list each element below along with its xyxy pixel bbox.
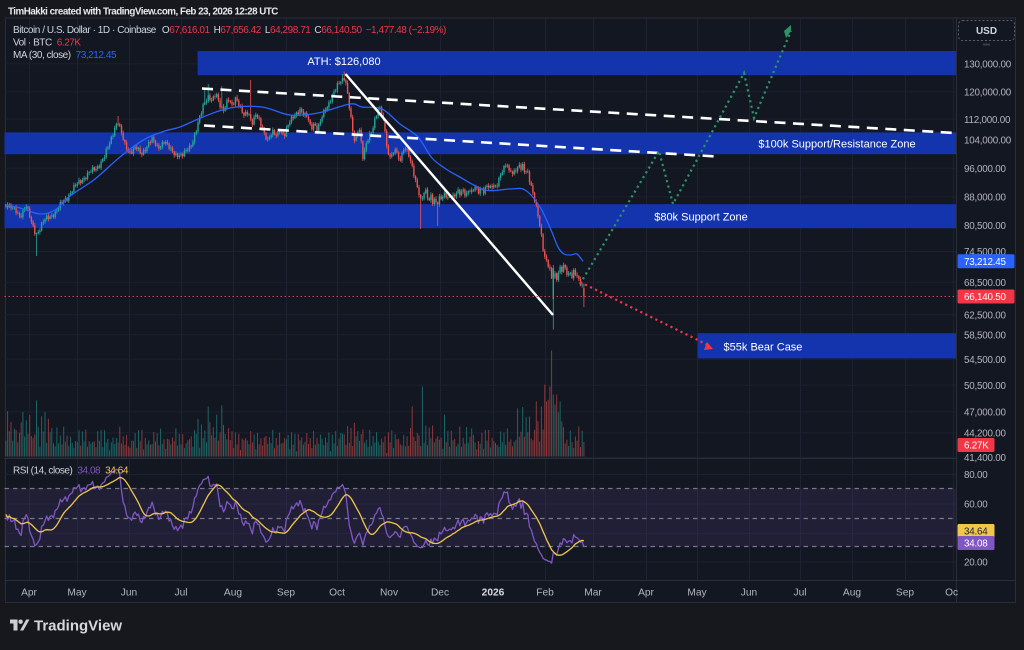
- svg-text:34.08: 34.08: [964, 539, 988, 550]
- svg-text:96,000.00: 96,000.00: [964, 164, 1007, 175]
- svg-text:TradingView: TradingView: [34, 618, 122, 635]
- svg-text:Bitcoin / U.S. Dollar · 1D · C: Bitcoin / U.S. Dollar · 1D · Coinbase O67…: [13, 25, 446, 36]
- svg-text:Nov: Nov: [380, 588, 399, 599]
- svg-text:USD: USD: [976, 26, 997, 37]
- svg-text:74,500.00: 74,500.00: [964, 247, 1007, 258]
- svg-text:68,500.00: 68,500.00: [964, 278, 1007, 289]
- svg-text:2026: 2026: [482, 588, 505, 599]
- svg-text:Jul: Jul: [174, 588, 187, 599]
- svg-text:47,000.00: 47,000.00: [964, 408, 1007, 419]
- svg-text:Oct: Oct: [945, 588, 961, 599]
- svg-text:$100k Support/Resistance Zone: $100k Support/Resistance Zone: [758, 139, 915, 151]
- svg-text:112,000.00: 112,000.00: [964, 115, 1011, 126]
- svg-text:Mar: Mar: [584, 588, 602, 599]
- svg-text:Aug: Aug: [843, 588, 861, 599]
- svg-text:34.64: 34.64: [964, 527, 988, 538]
- svg-text:May: May: [67, 588, 87, 599]
- svg-text:50,500.00: 50,500.00: [964, 381, 1007, 392]
- svg-text:66,140.50: 66,140.50: [964, 292, 1007, 303]
- svg-text:104,000.00: 104,000.00: [964, 136, 1012, 147]
- svg-text:Jun: Jun: [741, 588, 757, 599]
- svg-text:62,500.00: 62,500.00: [964, 311, 1007, 322]
- svg-text:80,500.00: 80,500.00: [964, 221, 1007, 232]
- svg-text:MA (30, close)73,212.45: MA (30, close) 73,212.45: [13, 50, 117, 61]
- svg-text:130,000.00: 130,000.00: [964, 60, 1012, 71]
- svg-text:88,000.00: 88,000.00: [964, 193, 1007, 204]
- svg-text:$80k Support Zone: $80k Support Zone: [654, 212, 748, 224]
- svg-text:Oct: Oct: [329, 588, 345, 599]
- svg-text:Apr: Apr: [21, 588, 37, 599]
- svg-text:Jun: Jun: [121, 588, 137, 599]
- svg-text:TimHakki created with TradingV: TimHakki created with TradingView.com, F…: [8, 7, 278, 18]
- svg-text:Aug: Aug: [224, 588, 242, 599]
- svg-text:54,500.00: 54,500.00: [964, 355, 1007, 366]
- svg-text:120,000.00: 120,000.00: [964, 88, 1012, 99]
- svg-text:$55k Bear Case: $55k Bear Case: [724, 342, 803, 354]
- svg-text:Dec: Dec: [431, 588, 449, 599]
- svg-text:20.00: 20.00: [964, 558, 988, 569]
- svg-text:Feb: Feb: [536, 588, 554, 599]
- svg-text:6.27K: 6.27K: [964, 441, 989, 452]
- svg-text:73,212.45: 73,212.45: [964, 257, 1007, 268]
- svg-text:41,400.00: 41,400.00: [964, 453, 1007, 464]
- svg-text:60.00: 60.00: [964, 500, 988, 511]
- svg-text:Sep: Sep: [277, 588, 295, 599]
- svg-text:Sep: Sep: [896, 588, 914, 599]
- svg-text:58,500.00: 58,500.00: [964, 330, 1007, 341]
- svg-text:Apr: Apr: [638, 588, 654, 599]
- svg-text:May: May: [687, 588, 707, 599]
- svg-text:44,200.00: 44,200.00: [964, 429, 1007, 440]
- svg-text:ATH: $126,080: ATH: $126,080: [307, 56, 380, 68]
- svg-text:Jul: Jul: [793, 588, 806, 599]
- svg-text:80.00: 80.00: [964, 470, 988, 481]
